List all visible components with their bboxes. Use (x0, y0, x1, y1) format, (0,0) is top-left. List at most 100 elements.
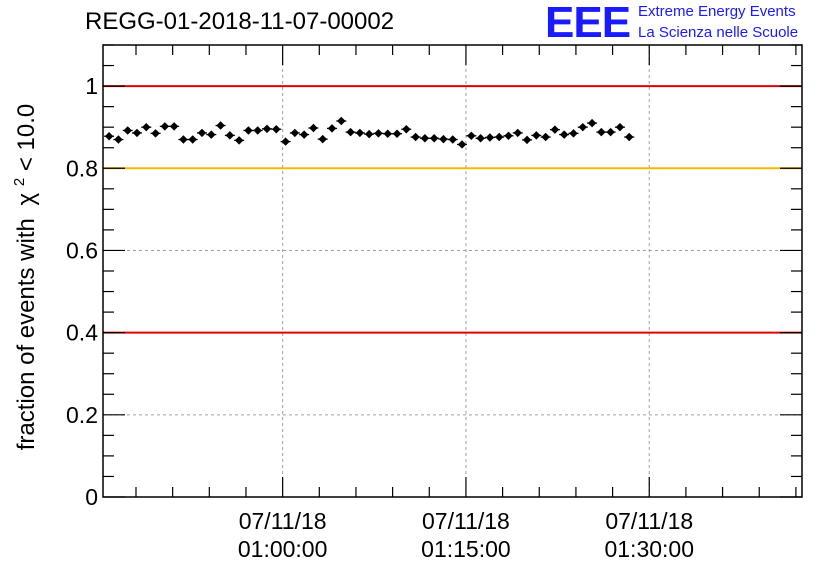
marker (402, 125, 410, 133)
data-point (169, 122, 179, 130)
data-point (160, 122, 170, 130)
marker (514, 129, 522, 137)
marker (123, 126, 131, 134)
marker (281, 137, 289, 145)
marker (532, 131, 540, 139)
data-point (253, 126, 263, 134)
data-point (541, 133, 551, 141)
data-point (336, 117, 346, 125)
marker (421, 134, 429, 142)
marker (606, 128, 614, 136)
marker (318, 135, 326, 143)
data-points (104, 117, 634, 149)
data-point (587, 119, 597, 127)
data-point (531, 131, 541, 139)
x-tick-time-label: 01:15:00 (421, 536, 511, 562)
marker (263, 125, 271, 133)
data-point (401, 125, 411, 133)
data-point (123, 126, 133, 134)
data-point (188, 135, 198, 143)
data-point (606, 128, 616, 136)
data-point (299, 130, 309, 138)
x-tick-time-label: 01:00:00 (238, 536, 328, 562)
marker (300, 130, 308, 138)
marker (616, 123, 624, 131)
marker (216, 121, 224, 129)
data-point (568, 129, 578, 137)
data-point (485, 133, 495, 141)
data-point (420, 134, 430, 142)
marker (133, 129, 141, 137)
marker (495, 133, 503, 141)
marker (458, 140, 466, 148)
y-axis-label: fraction of events with χ 2 < 10.0 (3, 104, 40, 451)
data-point (104, 132, 114, 140)
x-tick-time-label: 01:30:00 (604, 536, 694, 562)
marker (476, 134, 484, 142)
marker (625, 133, 633, 141)
data-point (234, 136, 244, 144)
data-point (346, 128, 356, 136)
marker (439, 135, 447, 143)
data-point (206, 130, 216, 138)
data-point (559, 130, 569, 138)
data-point (503, 132, 513, 140)
marker (551, 125, 559, 133)
y-tick-label: 1 (85, 73, 98, 99)
marker (170, 122, 178, 130)
marker (291, 129, 299, 137)
marker (411, 133, 419, 141)
marker (597, 128, 605, 136)
data-point (466, 132, 476, 140)
data-point (178, 135, 188, 143)
marker (467, 132, 475, 140)
data-point (318, 135, 328, 143)
data-point (197, 129, 207, 137)
data-point (308, 124, 318, 132)
marker (374, 129, 382, 137)
data-point (429, 134, 439, 142)
marker (198, 129, 206, 137)
data-point (327, 124, 337, 132)
data-point (151, 129, 161, 137)
data-point (355, 129, 365, 137)
y-tick-label: 0.4 (66, 320, 98, 346)
marker (579, 123, 587, 131)
data-point (243, 126, 253, 134)
data-point (411, 133, 421, 141)
reference-lines (103, 86, 802, 333)
marker (356, 129, 364, 137)
data-point (476, 134, 486, 142)
data-point (438, 135, 448, 143)
marker (383, 130, 391, 138)
plot-frame (103, 45, 802, 497)
marker (207, 130, 215, 138)
y-axis-ticks: 0 0.2 0.4 0.6 0.8 1 (66, 45, 802, 510)
data-point (392, 130, 402, 138)
y-tick-label: 0.8 (66, 155, 98, 181)
data-point (383, 130, 393, 138)
marker (346, 128, 354, 136)
marker (337, 117, 345, 125)
marker (309, 124, 317, 132)
data-point (550, 125, 560, 133)
marker (365, 130, 373, 138)
data-point (373, 129, 383, 137)
data-point (624, 133, 634, 141)
y-axis-label-cut: < 10.0 (13, 104, 40, 171)
grid-lines (103, 45, 802, 497)
marker (161, 122, 169, 130)
x-tick-date-label: 07/11/18 (422, 508, 510, 534)
marker (523, 136, 531, 144)
x-tick-date-label: 07/11/18 (605, 508, 693, 534)
marker (179, 135, 187, 143)
marker (486, 133, 494, 141)
data-point (596, 128, 606, 136)
data-point (578, 123, 588, 131)
data-point (522, 136, 532, 144)
data-point (271, 125, 281, 133)
marker (569, 129, 577, 137)
data-point (364, 130, 374, 138)
data-point (290, 129, 300, 137)
